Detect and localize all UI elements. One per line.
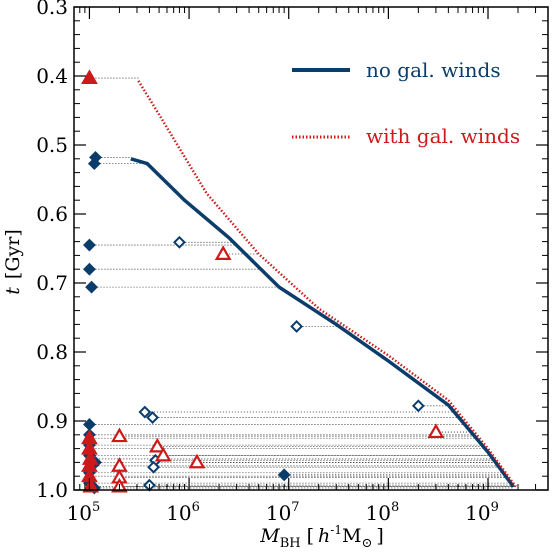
y-tick-label: 0.5: [36, 133, 68, 157]
marker-no-winds: [173, 235, 186, 249]
x-axis-unit-m: M: [342, 525, 361, 547]
x-axis-sub: BH: [280, 536, 301, 551]
marker-no-winds: [138, 405, 152, 419]
y-axis-var: t: [2, 287, 24, 295]
legend-label-with-winds: with gal. winds: [366, 124, 520, 148]
x-tick-base: 10: [266, 501, 291, 525]
x-axis-var: M: [259, 525, 280, 547]
x-tick-label: 106: [166, 500, 200, 525]
series-layer: [130, 80, 517, 488]
marker-with-winds: [154, 446, 172, 462]
marker-no-winds: [87, 157, 101, 171]
x-tick-exponent: 6: [192, 500, 200, 515]
marker-no-winds: [146, 411, 159, 424]
marker-with-winds: [188, 453, 206, 469]
x-axis-title: MBH[h-1M⊙]: [259, 523, 384, 551]
y-axis-unit: [Gyr]: [2, 229, 24, 279]
marker-no-winds: [411, 399, 425, 413]
y-tick-label: 0.6: [36, 202, 68, 226]
y-tick-label: 0.9: [36, 409, 68, 433]
marker-with-winds: [214, 245, 232, 260]
marker-no-winds: [83, 262, 96, 276]
marker-with-winds: [427, 423, 445, 439]
marker-with-winds: [111, 427, 128, 443]
marker-with-winds: [148, 437, 166, 453]
x-tick-label: 108: [365, 500, 399, 525]
x-tick-base: 10: [465, 501, 490, 525]
y-tick-label: 0.7: [36, 271, 68, 295]
plot-frame: [73, 6, 549, 491]
marker-no-winds: [290, 320, 304, 333]
y-axis-title: t [Gyr]: [2, 229, 24, 294]
marker-layer: [81, 69, 445, 495]
y-tick-label: 0.8: [36, 340, 68, 364]
series-line-no-winds: [130, 157, 515, 488]
y-tick-label: 0.4: [36, 64, 68, 88]
y-tick-label: 1.0: [36, 478, 68, 502]
x-tick-label: 109: [465, 500, 499, 525]
x-tick-exponent: 9: [491, 500, 499, 515]
y-tick-label: 0.3: [36, 0, 68, 19]
tick-layer: [74, 6, 548, 491]
x-axis-unit-close: ]: [376, 525, 383, 547]
x-tick-base: 10: [67, 501, 92, 525]
x-axis-unit-sun: ⊙: [361, 536, 372, 551]
x-tick-label: 105: [67, 500, 101, 525]
x-tick-exponent: 5: [92, 500, 100, 515]
x-tick-base: 10: [166, 501, 191, 525]
x-tick-exponent: 8: [391, 500, 399, 515]
x-axis-unit-open: [: [307, 525, 314, 547]
marker-with-winds: [82, 477, 100, 493]
x-tick-base: 10: [365, 501, 390, 525]
x-axis-unit-exp: -1: [330, 523, 342, 537]
x-tick-exponent: 7: [291, 500, 299, 515]
x-tick-label: 107: [266, 500, 300, 525]
x-axis-unit-h: h: [318, 525, 330, 547]
marker-no-winds: [147, 460, 160, 474]
series-line-with-winds: [137, 80, 517, 488]
marker-no-winds: [277, 468, 291, 482]
marker-no-winds: [85, 280, 98, 294]
marker-no-winds: [83, 238, 96, 252]
marker-with-winds: [81, 69, 98, 85]
legend-label-no-winds: no gal. winds: [366, 58, 501, 82]
legend: no gal. winds with gal. winds: [292, 58, 520, 148]
